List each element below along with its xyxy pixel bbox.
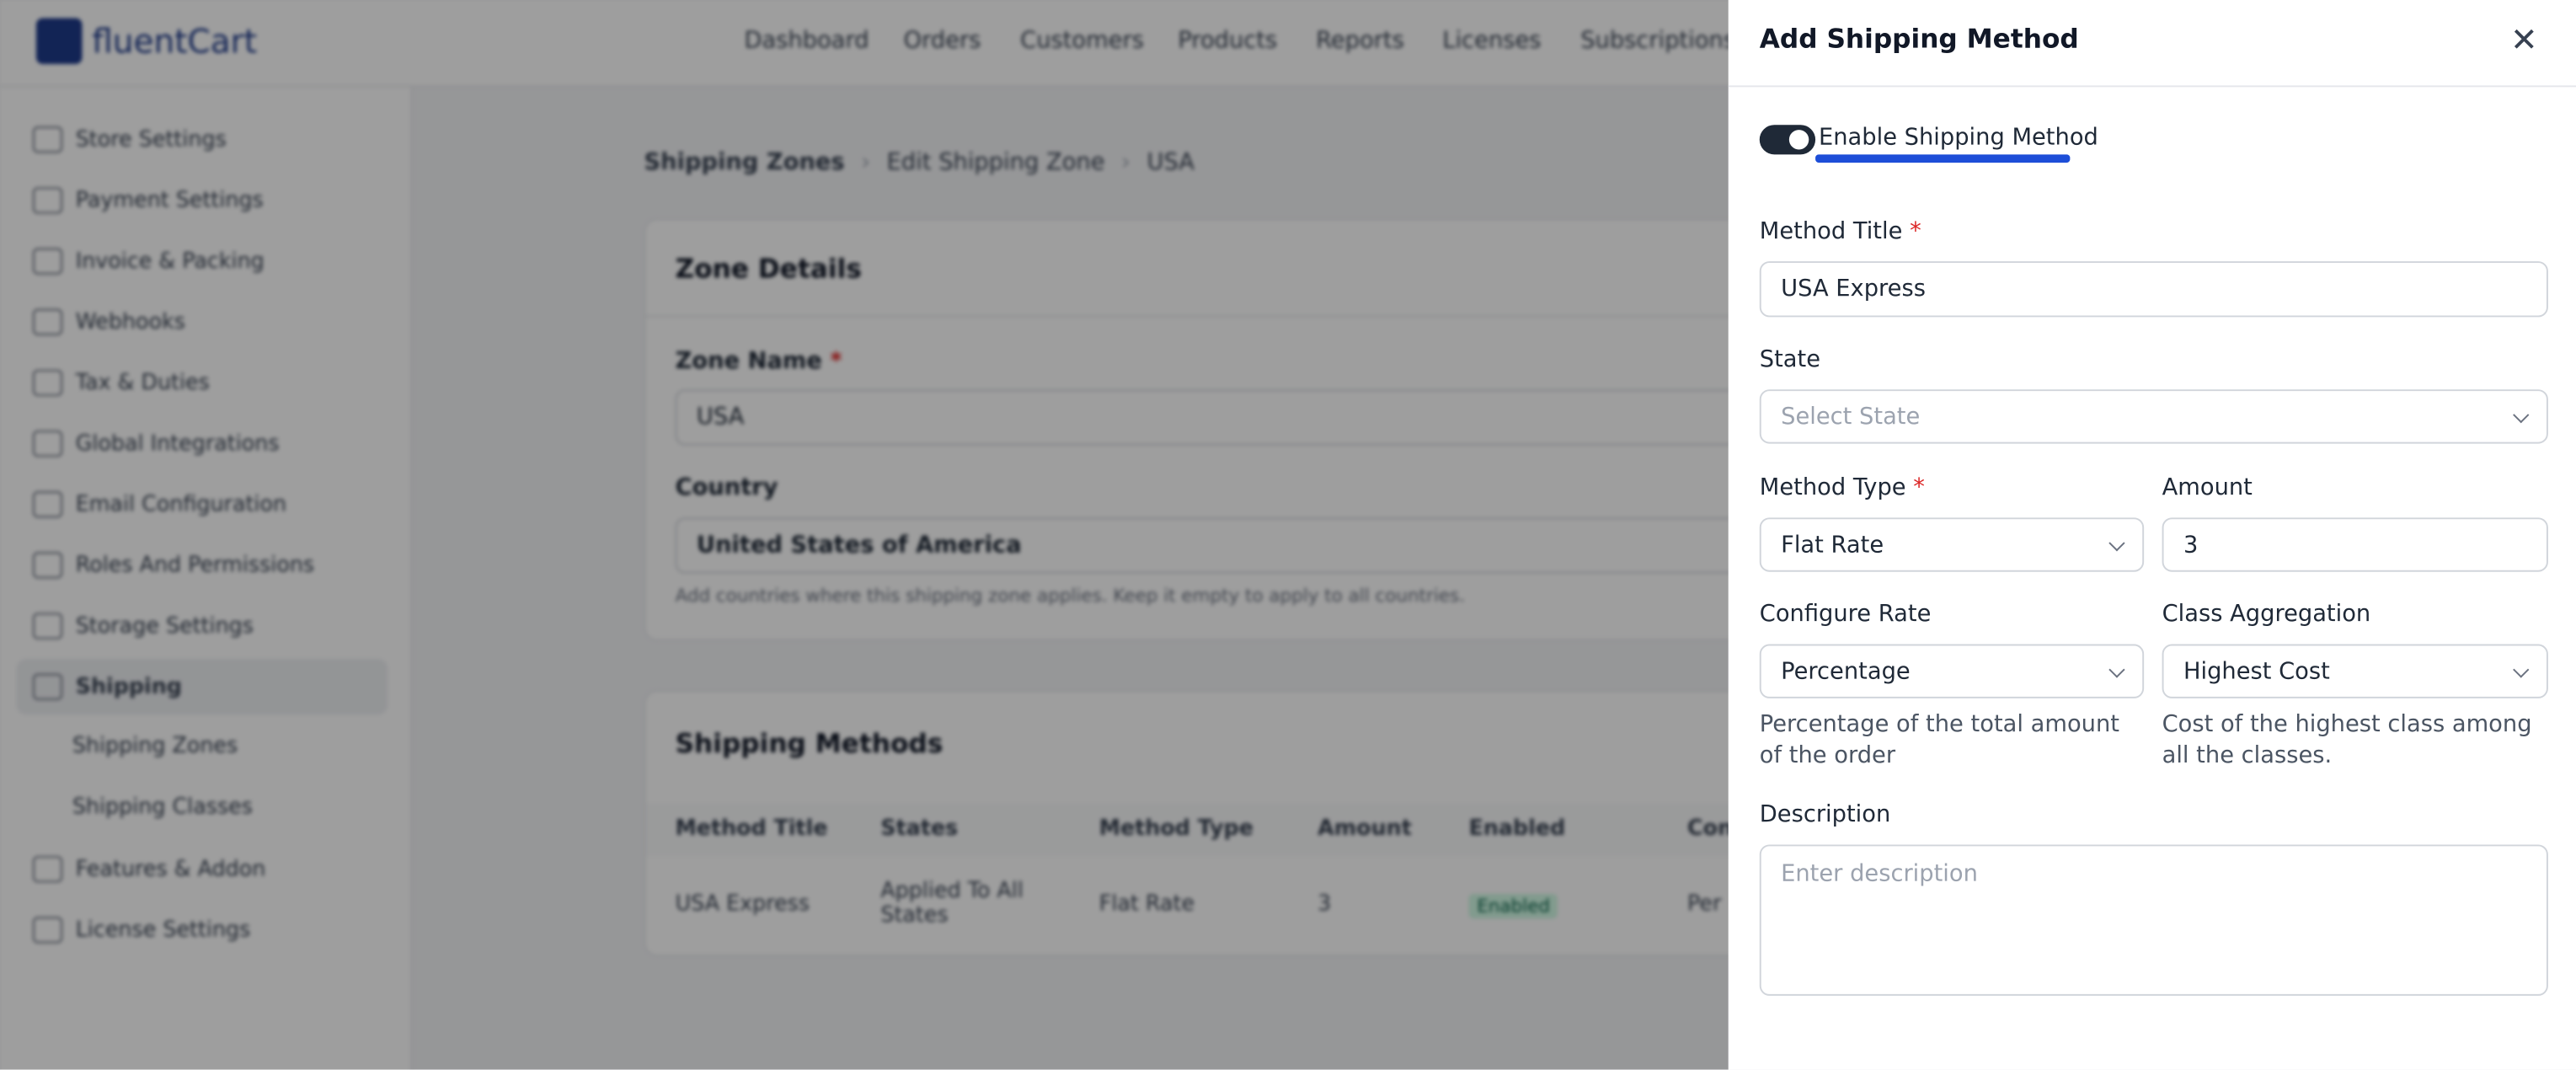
text: Storage Settings — [75, 613, 254, 639]
value: Highest Cost — [2183, 658, 2330, 685]
input[interactable]: 3 — [2162, 517, 2548, 572]
brand: fluentCart — [92, 21, 258, 62]
breadcrumb: Shipping Zones › Edit Shipping Zone › USA — [644, 149, 1194, 176]
table-header: Method Type — [1098, 816, 1253, 842]
textarea[interactable]: Enter description — [1759, 844, 2548, 996]
active-bg — [16, 659, 388, 715]
table-cell: USA Express — [675, 892, 810, 918]
text: Method Type — [1759, 474, 1906, 501]
sidebar-item[interactable]: Store Settings — [33, 126, 227, 153]
sidebar-item[interactable]: Invoice & Packing — [33, 248, 265, 275]
crumb[interactable]: Edit Shipping Zone — [886, 149, 1105, 176]
text: License Settings — [75, 918, 251, 943]
text: Zone Name — [675, 348, 822, 375]
table-header: Con — [1686, 816, 1734, 842]
methods-card: Shipping Methods Method Title States Metho… — [644, 690, 1830, 957]
nav-link[interactable]: Customers — [1020, 28, 1145, 55]
text: Method Title — [1759, 218, 1903, 245]
text: Global Integrations — [75, 431, 280, 457]
placeholder: Enter description — [1781, 860, 1978, 888]
required: * — [1913, 474, 1925, 501]
sidebar: Store Settings Payment Settings Invoice & … — [0, 87, 413, 1070]
toggle[interactable] — [1759, 125, 1816, 155]
select[interactable]: Select State — [1759, 389, 2548, 444]
table-cell: Enabled — [1468, 893, 1558, 919]
label: State — [1759, 346, 1821, 373]
sidebar-item[interactable]: License Settings — [33, 917, 251, 944]
nav-link[interactable]: Subscriptions — [1580, 28, 1736, 55]
text: Roles And Permissions — [75, 553, 315, 578]
text: Invoice & Packing — [75, 249, 265, 274]
zone-card: Zone Details Zone Name * USA Country Uni… — [644, 218, 1830, 641]
nav-link[interactable]: Products — [1178, 28, 1278, 55]
select[interactable]: Highest Cost — [2162, 644, 2548, 698]
text: Tax & Duties — [75, 370, 210, 396]
sidebar-item[interactable]: Webhooks — [33, 308, 185, 335]
text: Email Configuration — [75, 492, 287, 517]
required: * — [1910, 218, 1921, 245]
text: Features & Addon — [75, 857, 266, 882]
label: Configure Rate — [1759, 601, 1932, 629]
table-header: Method Title — [675, 816, 828, 842]
table-header: Amount — [1317, 816, 1412, 842]
input[interactable]: USA Express — [1759, 261, 2548, 318]
help-text: Cost of the highest class among all the … — [2162, 711, 2532, 769]
sidebar-item[interactable]: Email Configuration — [33, 491, 287, 518]
text: Webhooks — [75, 309, 185, 334]
sidebar-item[interactable]: Storage Settings — [33, 613, 254, 639]
select[interactable]: Flat Rate — [1759, 517, 2145, 572]
select[interactable]: Percentage — [1759, 644, 2145, 698]
help-text: Percentage of the total amount of the or… — [1759, 711, 2120, 769]
sidebar-item[interactable]: Features & Addon — [33, 856, 266, 883]
card-title: Shipping Methods — [675, 727, 943, 760]
nav-link[interactable]: Licenses — [1442, 28, 1542, 55]
select[interactable]: United States of America — [675, 517, 1809, 574]
close-button[interactable]: ✕ — [2510, 19, 2538, 60]
table-cell: Applied To All States — [880, 879, 1023, 928]
label: Method Type * — [1760, 475, 1925, 501]
input[interactable]: USA — [675, 389, 1809, 446]
help-text: Add countries where this shipping zone a… — [675, 585, 1466, 607]
crumb: USA — [1146, 149, 1194, 176]
table-cell: Per — [1686, 892, 1722, 918]
label: Method Title * — [1760, 218, 1921, 244]
card-title: Zone Details — [675, 253, 862, 285]
toggle-label[interactable]: Enable Shipping Method — [1818, 125, 2098, 152]
label: Country — [675, 474, 778, 501]
sidebar-item[interactable]: Shipping — [33, 673, 182, 700]
sidebar-subitem[interactable]: Shipping Zones — [72, 734, 238, 760]
nav-link[interactable]: Dashboard — [744, 28, 869, 55]
table-header: Enabled — [1468, 816, 1566, 842]
table-header-bg — [645, 803, 1829, 857]
nav-link[interactable]: Reports — [1316, 28, 1404, 55]
label: Amount — [2162, 474, 2253, 501]
value: Percentage — [1781, 658, 1911, 685]
table-cell: 3 — [1317, 892, 1332, 918]
label: Class Aggregation — [2162, 601, 2371, 629]
sidebar-subitem[interactable]: Shipping Classes — [72, 794, 254, 821]
logo-icon — [35, 18, 83, 65]
sidebar-item[interactable]: Payment Settings — [33, 187, 264, 214]
label: Description — [1759, 801, 1891, 828]
crumb[interactable]: Shipping Zones — [644, 149, 845, 176]
sidebar-item[interactable]: Tax & Duties — [33, 369, 210, 397]
drawer: Add Shipping Method ✕ Enable Shipping Me… — [1728, 0, 2576, 1070]
text: Shipping — [75, 674, 182, 699]
text: Store Settings — [75, 127, 227, 152]
nav-link[interactable]: Orders — [903, 28, 981, 55]
drawer-title: Add Shipping Method — [1759, 23, 2079, 55]
label: Zone Name * — [676, 348, 842, 374]
required: * — [830, 348, 842, 375]
table-cell: Flat Rate — [1098, 892, 1195, 918]
value: Flat Rate — [1781, 531, 1884, 559]
sidebar-item[interactable]: Roles And Permissions — [33, 552, 315, 579]
sidebar-item[interactable]: Global Integrations — [33, 430, 280, 457]
table-header: States — [880, 816, 959, 842]
text: Payment Settings — [75, 188, 264, 213]
placeholder: Select State — [1781, 403, 1921, 431]
